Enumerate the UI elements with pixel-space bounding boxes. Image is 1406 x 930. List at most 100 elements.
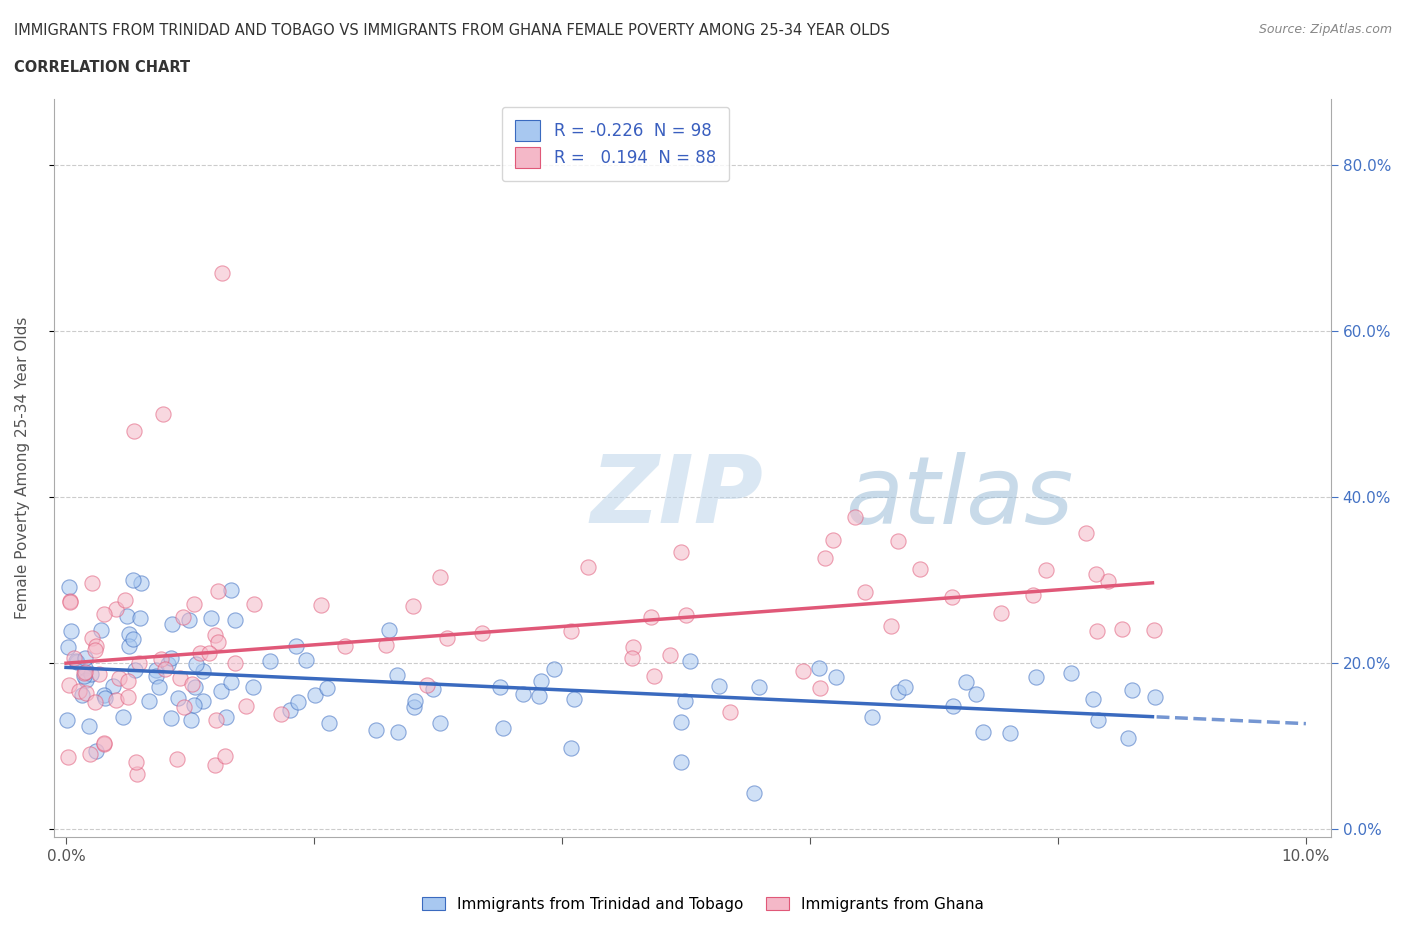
Point	[112, 710, 135, 724]
Point	[492, 721, 515, 736]
Point	[73, 666, 96, 681]
Point	[60, 623, 83, 638]
Point	[56, 713, 79, 728]
Point	[204, 628, 226, 643]
Point	[235, 699, 257, 714]
Point	[640, 609, 662, 624]
Point	[1022, 588, 1045, 603]
Point	[58, 678, 80, 693]
Point	[65, 654, 87, 669]
Point	[530, 673, 553, 688]
Point	[121, 573, 143, 588]
Point	[75, 650, 97, 665]
Point	[808, 681, 831, 696]
Point	[183, 597, 205, 612]
Point	[148, 680, 170, 695]
Point	[83, 643, 105, 658]
Text: CORRELATION CHART: CORRELATION CHART	[14, 60, 190, 75]
Point	[122, 632, 145, 647]
Point	[138, 694, 160, 709]
Point	[1144, 689, 1167, 704]
Point	[181, 677, 204, 692]
Point	[129, 610, 152, 625]
Point	[335, 639, 357, 654]
Point	[742, 785, 765, 800]
Point	[93, 606, 115, 621]
Point	[527, 689, 550, 704]
Point	[124, 663, 146, 678]
Point	[63, 651, 86, 666]
Point	[621, 639, 644, 654]
Point	[908, 562, 931, 577]
Point	[90, 622, 112, 637]
Point	[70, 687, 93, 702]
Point	[821, 533, 844, 548]
Point	[576, 560, 599, 575]
Point	[160, 617, 183, 631]
Point	[160, 711, 183, 725]
Point	[207, 583, 229, 598]
Point	[489, 680, 512, 695]
Point	[824, 670, 846, 684]
Point	[562, 691, 585, 706]
Point	[270, 706, 292, 721]
Point	[998, 725, 1021, 740]
Point	[117, 673, 139, 688]
Point	[115, 608, 138, 623]
Point	[385, 667, 408, 682]
Point	[242, 679, 264, 694]
Point	[188, 646, 211, 661]
Point	[125, 766, 148, 781]
Point	[318, 715, 340, 730]
Point	[707, 679, 730, 694]
Point	[673, 693, 696, 708]
Point	[671, 714, 693, 729]
Point	[191, 694, 214, 709]
Point	[941, 590, 963, 604]
Point	[180, 712, 202, 727]
Point	[56, 750, 79, 764]
Point	[679, 654, 702, 669]
Point	[157, 657, 180, 671]
Point	[58, 640, 80, 655]
Point	[80, 631, 103, 645]
Point	[814, 551, 837, 565]
Point	[972, 724, 994, 739]
Y-axis label: Female Poverty Among 25-34 Year Olds: Female Poverty Among 25-34 Year Olds	[15, 317, 30, 619]
Point	[366, 723, 388, 737]
Point	[150, 651, 173, 666]
Point	[84, 638, 107, 653]
Point	[107, 671, 129, 685]
Point	[166, 751, 188, 766]
Point	[177, 613, 200, 628]
Point	[718, 704, 741, 719]
Point	[214, 749, 236, 764]
Point	[880, 618, 903, 633]
Point	[1084, 566, 1107, 581]
Point	[658, 647, 681, 662]
Point	[167, 690, 190, 705]
Point	[1111, 621, 1133, 636]
Point	[887, 534, 910, 549]
Point	[560, 740, 582, 755]
Point	[184, 680, 207, 695]
Point	[669, 755, 692, 770]
Point	[285, 639, 308, 654]
Point	[894, 680, 917, 695]
Point	[1087, 712, 1109, 727]
Point	[145, 669, 167, 684]
Point	[429, 715, 451, 730]
Point	[748, 680, 770, 695]
Text: IMMIGRANTS FROM TRINIDAD AND TOBAGO VS IMMIGRANTS FROM GHANA FEMALE POVERTY AMON: IMMIGRANTS FROM TRINIDAD AND TOBAGO VS I…	[14, 23, 890, 38]
Point	[224, 656, 246, 671]
Point	[87, 667, 110, 682]
Point	[287, 695, 309, 710]
Point	[93, 736, 115, 751]
Point	[675, 607, 697, 622]
Point	[1116, 730, 1139, 745]
Point	[941, 698, 963, 713]
Point	[1121, 683, 1143, 698]
Point	[471, 625, 494, 640]
Point	[990, 605, 1012, 620]
Point	[145, 663, 167, 678]
